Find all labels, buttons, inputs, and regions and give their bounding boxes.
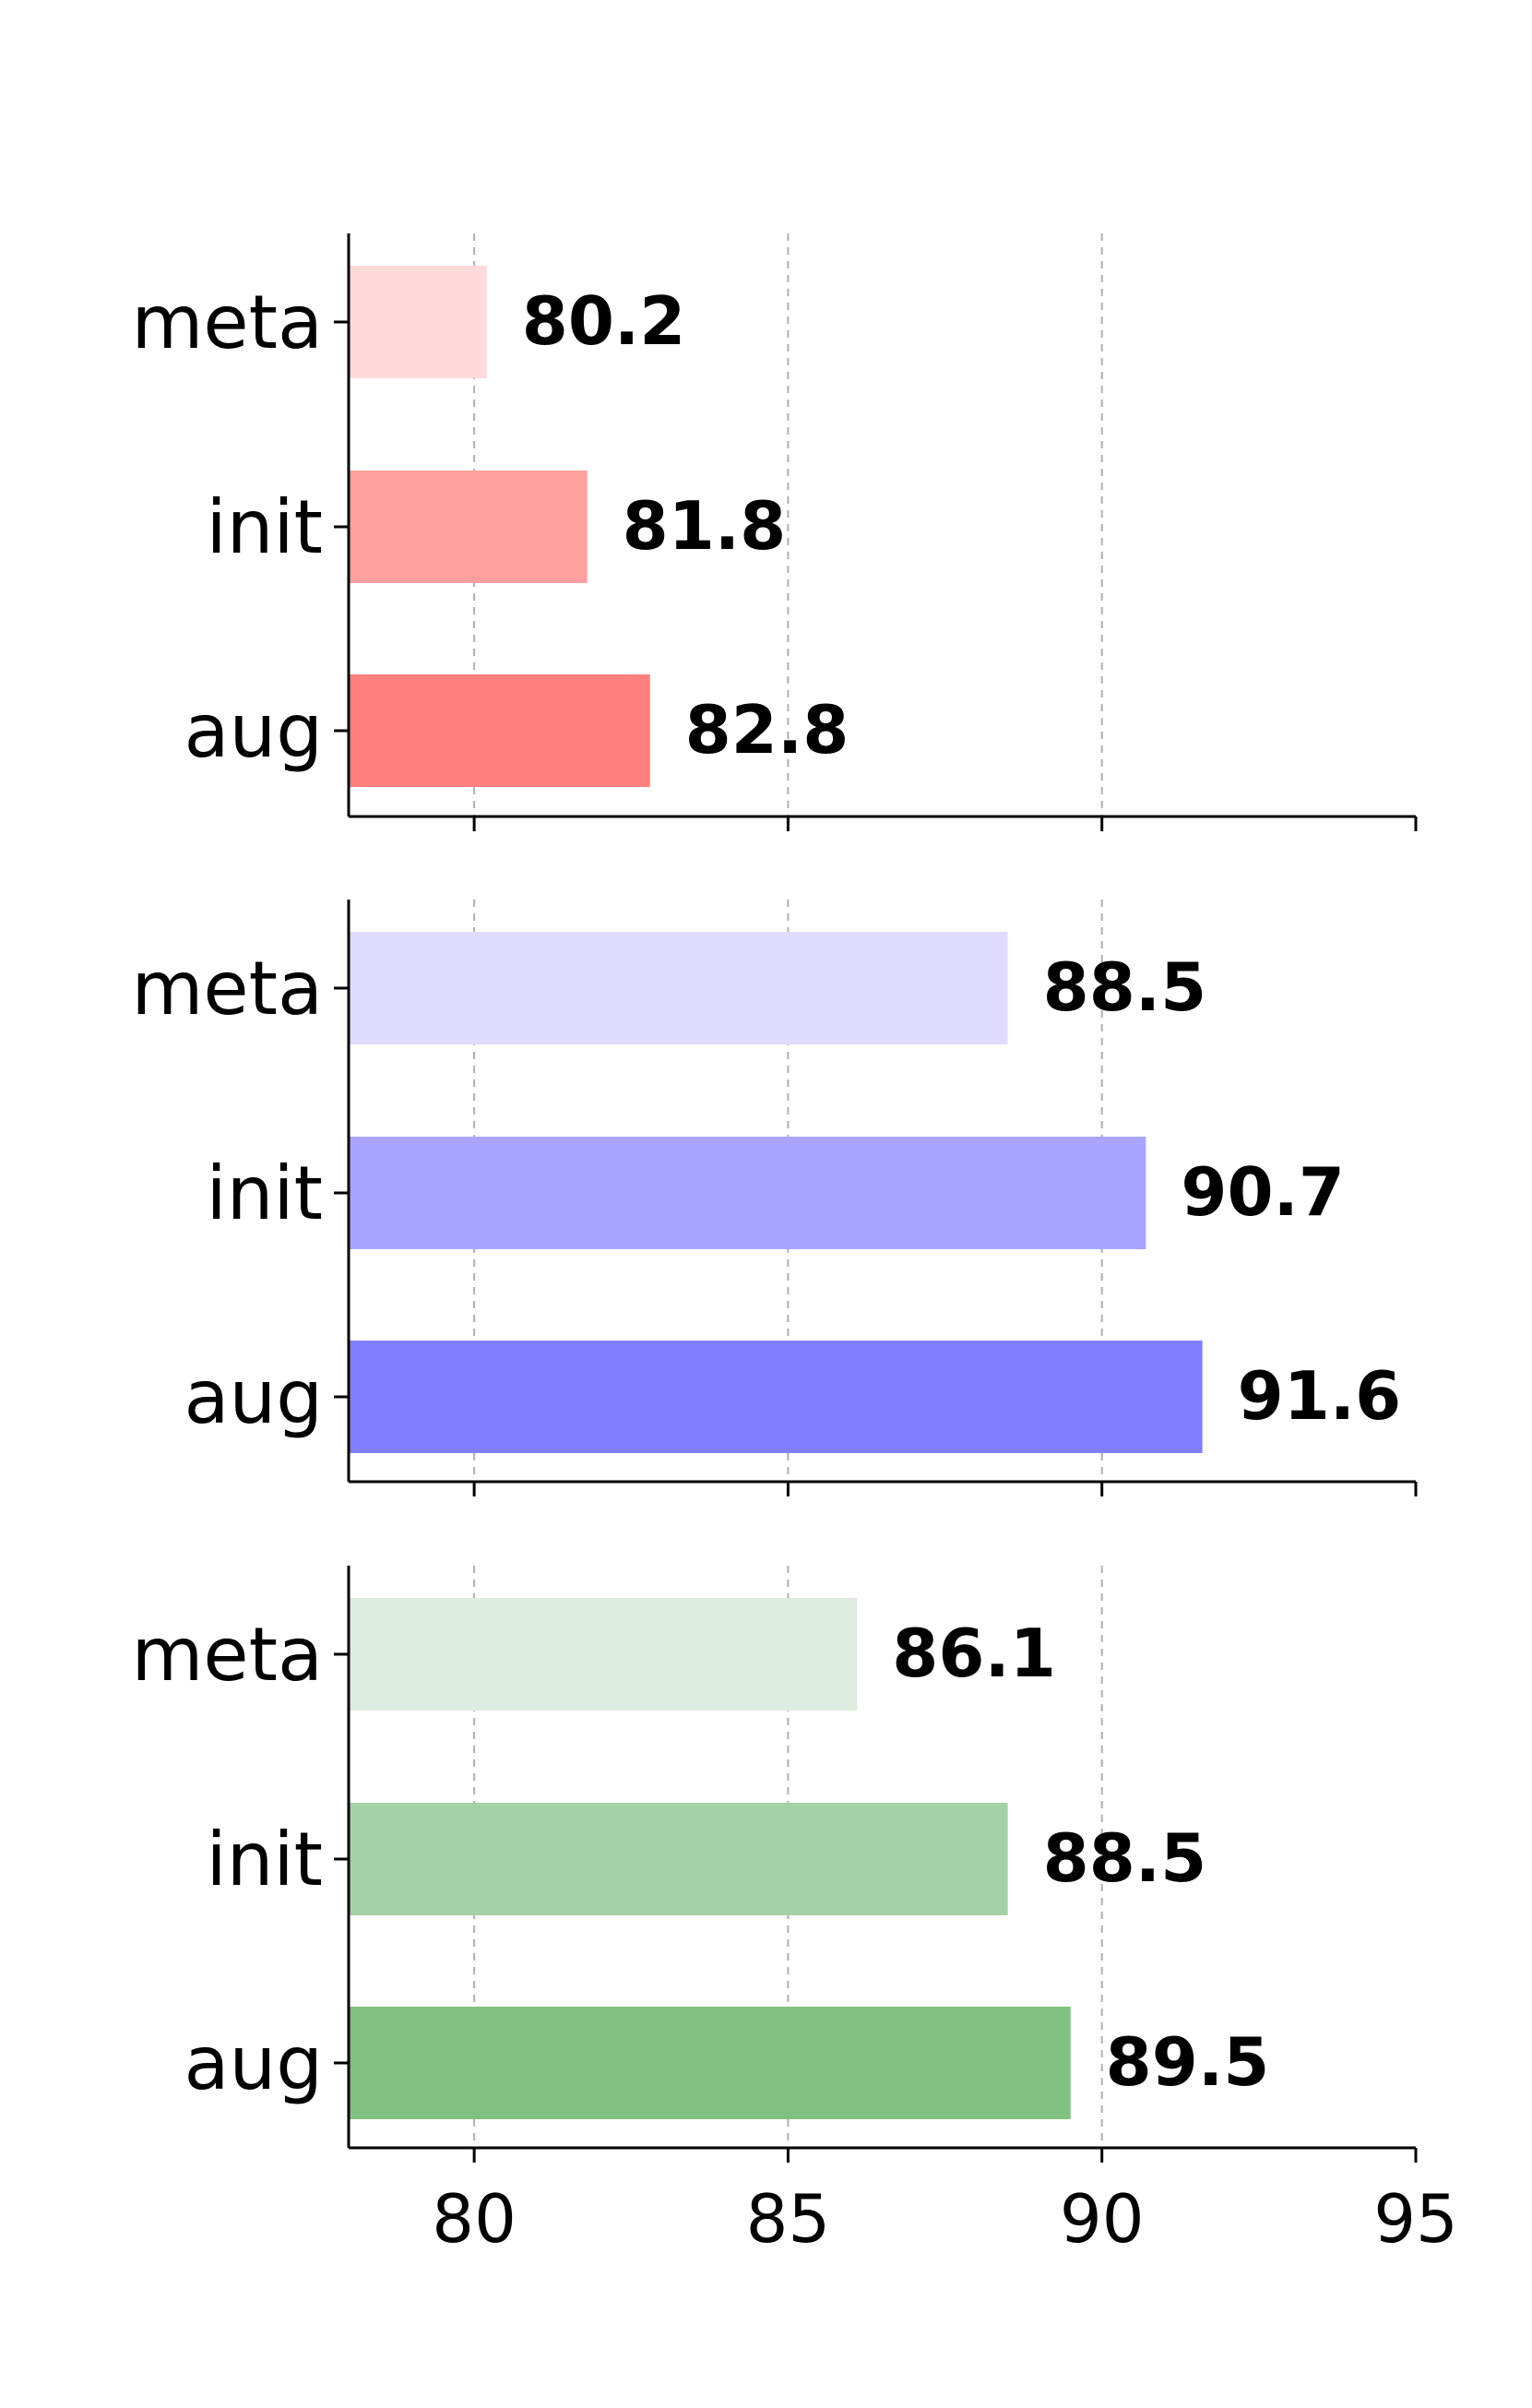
x-tick-label-85: 85 xyxy=(746,2180,831,2258)
bar-meta xyxy=(349,1598,858,1711)
bar-panel-2: meta 88.5 init 90.7 aug 91.6 xyxy=(131,900,1418,1496)
bar-init xyxy=(349,1803,1008,1915)
category-label-aug: aug xyxy=(184,688,323,774)
value-label-aug: 82.8 xyxy=(685,691,849,769)
x-tick-label-80: 80 xyxy=(432,2180,517,2258)
value-label-meta: 80.2 xyxy=(522,282,686,360)
value-label-init: 81.8 xyxy=(623,487,787,565)
x-tick-label-90: 90 xyxy=(1060,2180,1145,2258)
bar-panel-3: meta 86.1 init 88.5 aug 89.5 80 85 90 95 xyxy=(131,1566,1458,2258)
bar-aug xyxy=(349,2007,1071,2119)
bar-aug xyxy=(349,1341,1203,1453)
value-label-aug: 91.6 xyxy=(1238,1357,1402,1435)
value-label-aug: 89.5 xyxy=(1106,2023,1270,2101)
category-label-meta: meta xyxy=(131,280,323,365)
value-label-meta: 88.5 xyxy=(1043,948,1207,1026)
category-label-init: init xyxy=(206,1817,323,1902)
bar-init xyxy=(349,1137,1146,1249)
bar-aug xyxy=(349,674,650,787)
category-label-meta: meta xyxy=(131,946,323,1031)
category-label-aug: aug xyxy=(184,2021,323,2106)
bar-panel-1: meta 80.2 init 81.8 aug 82.8 xyxy=(131,233,1418,831)
category-label-init: init xyxy=(206,484,323,570)
value-label-meta: 86.1 xyxy=(892,1615,1056,1692)
bar-init xyxy=(349,471,588,583)
bar-meta xyxy=(349,266,487,378)
value-label-init: 90.7 xyxy=(1181,1153,1345,1231)
category-label-aug: aug xyxy=(184,1354,323,1440)
bar-meta xyxy=(349,932,1008,1044)
category-label-meta: meta xyxy=(131,1612,323,1698)
x-tick-label-95: 95 xyxy=(1373,2180,1458,2258)
category-label-init: init xyxy=(206,1150,323,1236)
value-label-init: 88.5 xyxy=(1043,1819,1207,1897)
